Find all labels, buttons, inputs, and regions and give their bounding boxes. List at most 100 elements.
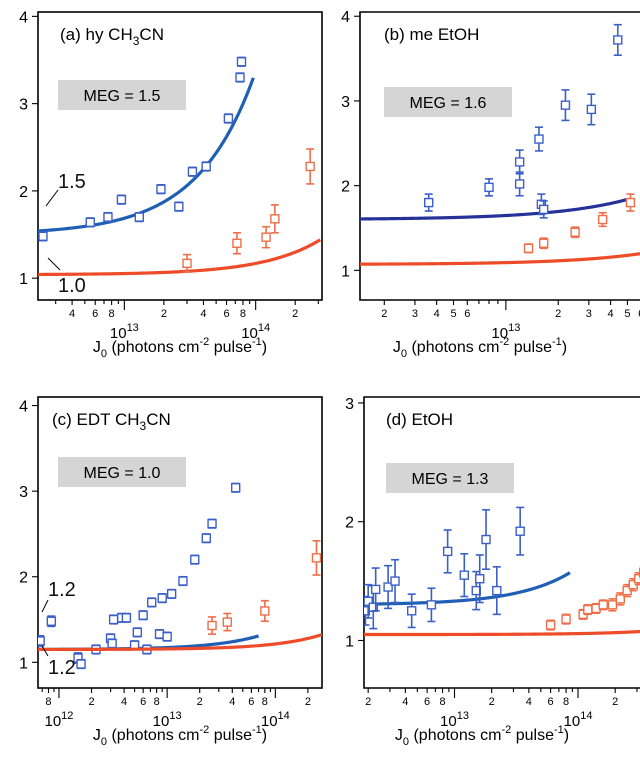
x-minor-tick-label: 2 bbox=[381, 308, 387, 320]
fit-curve-red bbox=[360, 252, 640, 266]
x-minor-tick-label: 2 bbox=[305, 696, 311, 708]
point-marker bbox=[147, 597, 157, 608]
meg-label: MEG = 1.5 bbox=[84, 88, 161, 105]
point-marker bbox=[222, 617, 233, 627]
data-point-navy bbox=[423, 193, 434, 212]
point-marker bbox=[260, 606, 270, 616]
data-point-blue bbox=[147, 597, 157, 608]
point-marker bbox=[481, 534, 491, 545]
x-decade-label: 1013 bbox=[110, 322, 139, 342]
point-marker bbox=[598, 600, 608, 610]
point-marker bbox=[311, 553, 322, 563]
data-point-red bbox=[607, 598, 618, 612]
x-minor-tick-label: 2 bbox=[88, 696, 94, 708]
x-minor-tick-label: 3 bbox=[412, 308, 418, 320]
x-minor-tick-label: 6 bbox=[248, 696, 254, 708]
fit-curve-blue bbox=[38, 77, 255, 233]
fit-curve-red bbox=[38, 633, 322, 652]
point-marker bbox=[134, 212, 145, 222]
panel-title: (c) EDT CH3CN bbox=[52, 410, 171, 433]
point-marker bbox=[108, 614, 119, 625]
plot-area bbox=[38, 56, 322, 277]
data-point-red bbox=[583, 604, 593, 616]
data-point-navy bbox=[539, 200, 549, 219]
data-point-blue bbox=[85, 217, 95, 228]
meg-label: MEG = 1.6 bbox=[410, 95, 487, 112]
point-marker bbox=[162, 631, 172, 642]
x-minor-tick-label: 4 bbox=[229, 696, 235, 708]
x-minor-tick-label: 6 bbox=[140, 696, 146, 708]
point-marker bbox=[484, 182, 494, 193]
data-point-blue bbox=[190, 554, 200, 565]
x-decade-label: 1014 bbox=[261, 710, 290, 730]
annotation-label: 1.2 bbox=[48, 657, 76, 679]
x-minor-tick-label: 8 bbox=[240, 308, 246, 320]
point-marker bbox=[190, 554, 200, 565]
x-minor-tick-label: 5 bbox=[450, 308, 456, 320]
panel-title: (b) me EtOH bbox=[384, 25, 479, 44]
x-minor-tick-label: 8 bbox=[262, 696, 268, 708]
y-tick-label: 4 bbox=[19, 9, 28, 26]
point-marker bbox=[157, 593, 167, 603]
plot-area bbox=[360, 23, 640, 266]
data-point-blue bbox=[166, 588, 177, 599]
data-point-red bbox=[625, 193, 636, 212]
y-tick-label: 4 bbox=[19, 399, 28, 416]
point-marker bbox=[116, 194, 127, 205]
x-minor-tick-label: 4 bbox=[69, 308, 75, 320]
point-marker bbox=[459, 570, 469, 580]
point-marker bbox=[305, 161, 315, 172]
point-marker bbox=[166, 589, 177, 599]
point-marker bbox=[187, 167, 198, 177]
point-marker bbox=[201, 533, 211, 543]
point-marker bbox=[570, 227, 580, 237]
x-axis-title: J0 (photons cm-2 pulse-1) bbox=[93, 724, 267, 748]
meg-label: MEG = 1.0 bbox=[84, 465, 161, 482]
y-tick-label: 3 bbox=[345, 396, 354, 413]
data-point-navy bbox=[534, 126, 544, 152]
point-marker bbox=[634, 574, 640, 584]
annotation-label: 1.2 bbox=[48, 579, 76, 601]
data-point-red bbox=[598, 599, 608, 611]
annotation-leader bbox=[41, 599, 49, 613]
data-point-red bbox=[539, 237, 549, 250]
point-marker bbox=[426, 600, 437, 610]
x-minor-tick-label: 6 bbox=[92, 308, 98, 320]
data-point-blue bbox=[178, 575, 188, 587]
point-marker bbox=[103, 212, 113, 222]
data-point-red bbox=[622, 583, 632, 598]
x-axis-title: J0 (photons cm-2 pulse-1) bbox=[395, 724, 569, 748]
x-minor-tick-label: 8 bbox=[563, 696, 569, 708]
data-point-blue bbox=[132, 627, 143, 638]
y-tick-label: 1 bbox=[19, 655, 28, 672]
point-marker bbox=[615, 594, 626, 604]
fit-curve-blue bbox=[364, 571, 571, 606]
y-tick-label: 1 bbox=[341, 263, 350, 280]
data-point-blue bbox=[459, 552, 469, 598]
data-point-blue bbox=[235, 72, 245, 83]
data-point-blue bbox=[390, 558, 400, 604]
x-minor-tick-label: 5 bbox=[624, 308, 630, 320]
data-point-red bbox=[311, 539, 322, 576]
point-marker bbox=[201, 161, 211, 172]
x-minor-tick-label: 3 bbox=[586, 308, 592, 320]
data-point-red bbox=[260, 599, 270, 623]
data-point-navy bbox=[613, 23, 623, 57]
data-point-navy bbox=[514, 171, 525, 197]
point-marker bbox=[223, 113, 234, 124]
x-axis-title: J0 (photons cm-2 pulse-1) bbox=[93, 336, 267, 360]
data-point-blue bbox=[364, 583, 373, 619]
point-marker bbox=[560, 100, 571, 110]
y-tick-label: 2 bbox=[19, 184, 28, 201]
point-marker bbox=[583, 604, 593, 615]
annotation-leader bbox=[45, 189, 59, 207]
point-marker bbox=[138, 610, 148, 620]
annotation-leader bbox=[41, 645, 49, 657]
x-axis-title: J0 (photons cm-2 pulse-1) bbox=[393, 336, 567, 360]
data-point-blue bbox=[107, 638, 117, 649]
data-point-blue bbox=[76, 658, 86, 670]
data-point-red bbox=[545, 619, 556, 631]
meg-label: MEG = 1.3 bbox=[412, 471, 489, 488]
point-marker bbox=[423, 197, 434, 208]
